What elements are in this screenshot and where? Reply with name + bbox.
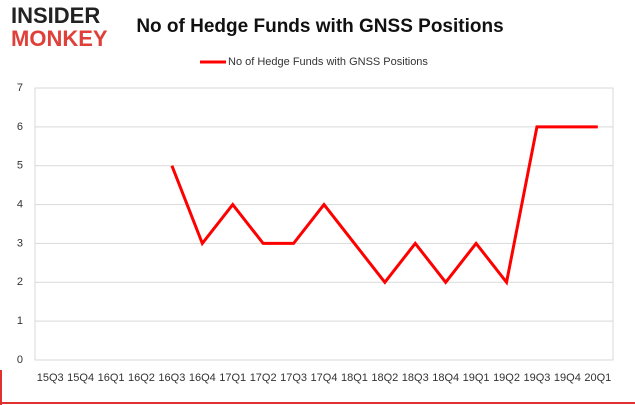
data-line — [170, 125, 598, 286]
logo-line1: INSIDER — [11, 3, 100, 28]
x-tick-label: 19Q1 — [463, 372, 490, 384]
x-tick-label: 18Q1 — [341, 372, 368, 384]
x-tick-label: 16Q1 — [98, 372, 125, 384]
y-tick-label: 0 — [17, 354, 23, 366]
x-tick-label: 20Q1 — [584, 372, 611, 384]
x-tick-label: 17Q3 — [280, 372, 307, 384]
y-tick-label: 7 — [17, 82, 23, 94]
x-tick-label: 16Q2 — [128, 372, 155, 384]
x-tick-label: 18Q2 — [371, 372, 398, 384]
x-tick-label: 17Q2 — [250, 372, 277, 384]
legend-label: No of Hedge Funds with GNSS Positions — [228, 56, 428, 68]
y-tick-label: 1 — [17, 315, 23, 327]
x-tick-label: 18Q3 — [402, 372, 429, 384]
x-tick-label: 15Q4 — [67, 372, 94, 384]
logo-line2: MONKEY — [11, 26, 108, 51]
x-tick-label: 15Q3 — [37, 372, 64, 384]
x-tick-label: 16Q4 — [189, 372, 216, 384]
x-tick-label: 18Q4 — [432, 372, 459, 384]
x-tick-label: 19Q4 — [554, 372, 581, 384]
y-tick-label: 6 — [17, 121, 23, 133]
y-tick-label: 2 — [17, 276, 23, 288]
y-tick-label: 5 — [17, 160, 23, 172]
x-tick-label: 17Q4 — [311, 372, 338, 384]
y-tick-label: 4 — [17, 198, 23, 210]
chart-title: No of Hedge Funds with GNSS Positions — [136, 16, 503, 37]
y-tick-label: 3 — [17, 237, 23, 249]
x-tick-label: 17Q1 — [219, 372, 246, 384]
x-tick-label: 19Q2 — [493, 372, 520, 384]
x-tick-label: 19Q3 — [523, 372, 550, 384]
x-tick-label: 16Q3 — [158, 372, 185, 384]
